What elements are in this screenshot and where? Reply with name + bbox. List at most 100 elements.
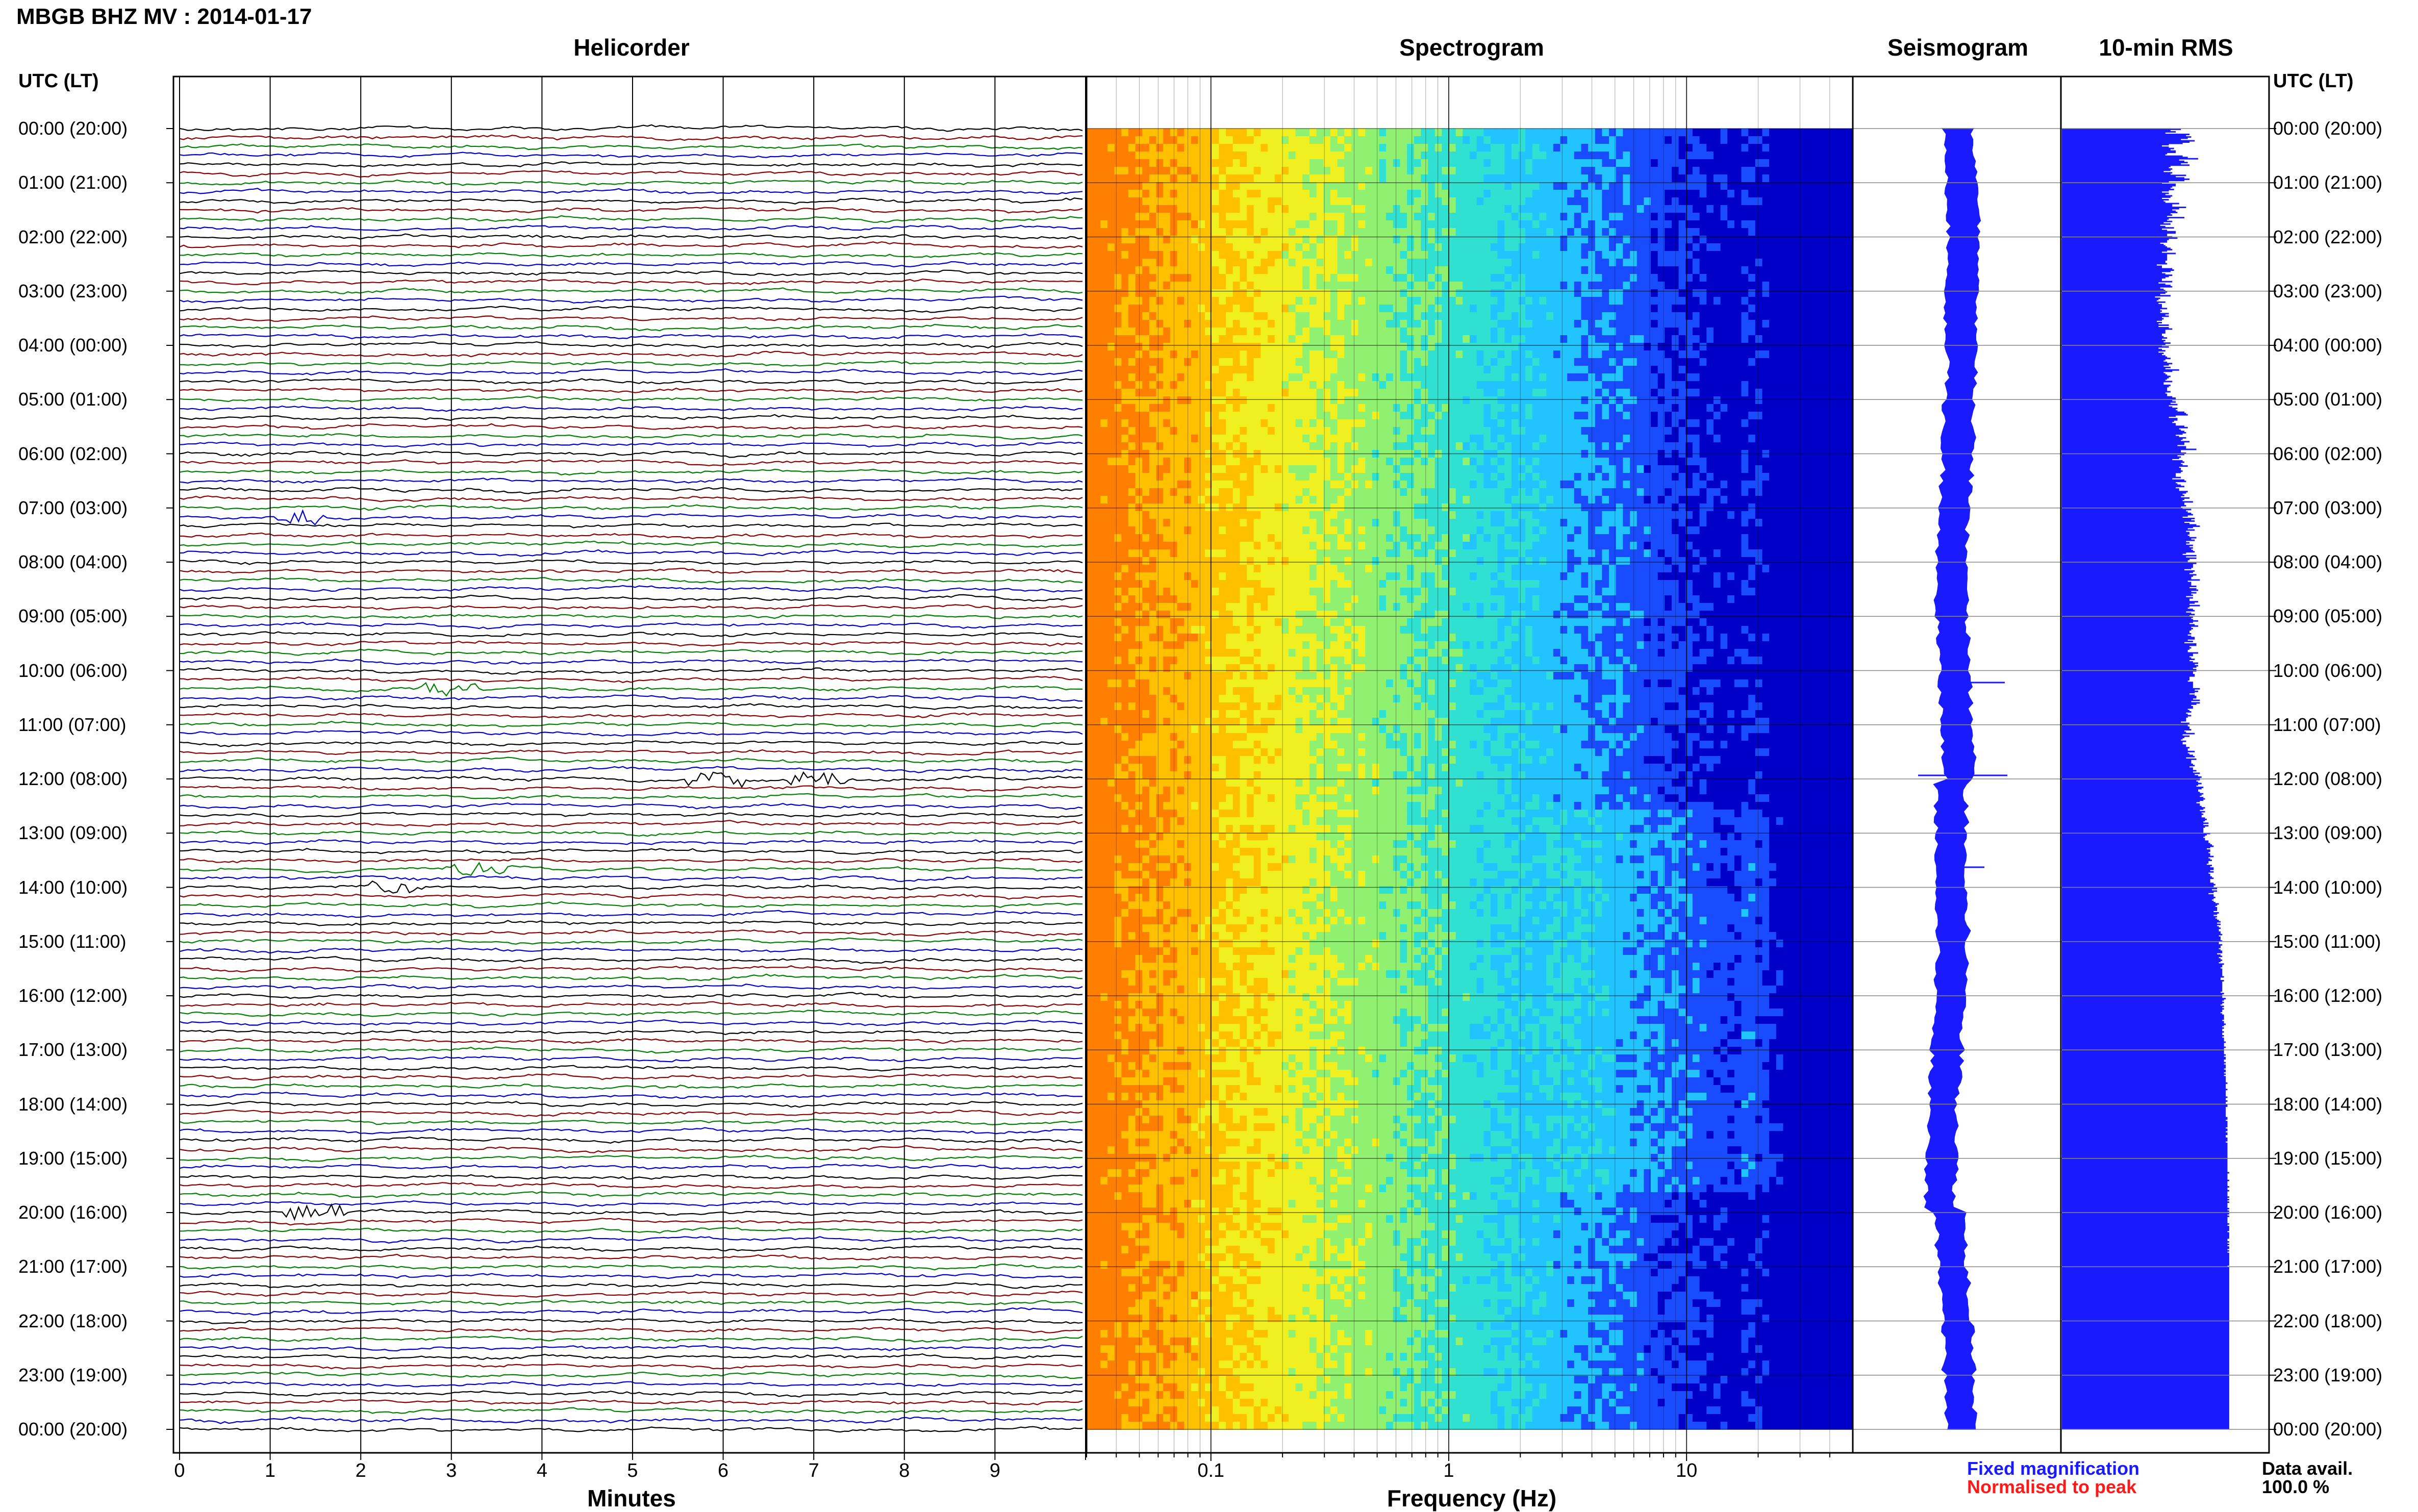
rms-bar: [2062, 525, 2200, 527]
rms-bar: [2062, 150, 2176, 152]
rms-bar: [2062, 1399, 2229, 1400]
rms-bar: [2062, 1226, 2229, 1227]
rms-bar: [2062, 402, 2171, 404]
rms-bar: [2062, 357, 2167, 358]
rms-bar: [2062, 314, 2165, 316]
rms-bar: [2062, 1299, 2229, 1300]
rms-bar: [2062, 1208, 2229, 1209]
rms-bar: [2062, 652, 2198, 654]
rms-bar: [2062, 415, 2176, 417]
helicorder-trace: [180, 415, 1082, 420]
rms-bar: [2062, 692, 2195, 693]
helicorder-trace: [180, 324, 1082, 331]
rms-bar: [2062, 1368, 2229, 1370]
rms-bar: [2062, 742, 2183, 743]
rms-bar: [2062, 207, 2186, 208]
rms-bar: [2062, 1122, 2228, 1124]
rms-bar: [2062, 915, 2213, 916]
rms-bar: [2062, 899, 2212, 901]
rms-bar: [2062, 1105, 2228, 1107]
helicorder-trace: [180, 1319, 1082, 1324]
rms-bar: [2062, 392, 2165, 394]
rms-bar: [2062, 528, 2188, 530]
rms-bar: [2062, 927, 2221, 929]
rms-bar: [2062, 993, 2224, 994]
rms-bar: [2062, 1036, 2222, 1038]
rms-bar: [2062, 837, 2203, 838]
rms-bar: [2062, 1131, 2226, 1132]
rms-bar: [2062, 798, 2205, 800]
rms-bar: [2062, 423, 2176, 424]
helicorder-trace: [180, 478, 1082, 483]
rms-bar: [2062, 953, 2217, 954]
rms-bar: [2062, 600, 2189, 601]
rms-bar: [2062, 237, 2178, 239]
rms-bar: [2062, 998, 2226, 999]
rms-bar: [2062, 786, 2197, 787]
rms-bar: [2062, 1065, 2226, 1066]
rms-bar: [2062, 1155, 2228, 1157]
rms-bar: [2062, 457, 2181, 458]
helicorder-trace: [180, 568, 1082, 573]
rms-bar: [2062, 655, 2193, 657]
rms-bar: [2062, 324, 2169, 326]
rms-bar: [2062, 583, 2192, 585]
rms-bar: [2062, 987, 2222, 988]
helicorder-trace: [180, 586, 1082, 592]
rms-bar: [2062, 1173, 2228, 1175]
rms-bar: [2062, 551, 2195, 552]
rms-bar: [2062, 1235, 2229, 1237]
rms-bar: [2062, 148, 2174, 149]
rms-bar: [2062, 378, 2167, 380]
helicorder-trace: [180, 342, 1082, 348]
rms-bar: [2062, 1392, 2229, 1394]
rms-bar: [2062, 766, 2189, 768]
rms-bar: [2062, 874, 2210, 875]
rms-bar: [2062, 179, 2189, 180]
rms-bar: [2062, 1224, 2228, 1226]
rms-bar: [2062, 570, 2195, 572]
helicorder-trace: [180, 296, 1082, 303]
rms-bar: [2062, 1249, 2228, 1250]
rms-bar: [2062, 877, 2213, 879]
rms-bar: [2062, 491, 2188, 492]
rms-bar: [2062, 637, 2195, 638]
rms-bar: [2062, 267, 2162, 268]
rms-bar: [2062, 431, 2184, 432]
rms-bar: [2062, 218, 2169, 220]
rms-bar: [2062, 801, 2200, 802]
rms-bar: [2062, 195, 2172, 197]
rms-bar: [2062, 1405, 2229, 1406]
helicorder-trace: [180, 1146, 1082, 1153]
rms-bar: [2062, 239, 2169, 240]
rms-bar: [2062, 1383, 2229, 1385]
rms-bar: [2062, 162, 2188, 163]
rms-bar: [2062, 485, 2181, 486]
rms-bar: [2062, 167, 2169, 168]
rms-bar: [2062, 365, 2163, 367]
rms-bar: [2062, 696, 2197, 697]
rms-bar: [2062, 157, 2188, 158]
rms-bar: [2062, 1108, 2226, 1110]
rms-bar: [2062, 1011, 2222, 1012]
helicorder-trace: [180, 930, 1082, 936]
rms-bar: [2062, 1125, 2228, 1126]
rms-bar: [2062, 139, 2181, 140]
helicorder-trace: [180, 876, 1082, 881]
rms-bar: [2062, 883, 2213, 884]
rms-bar: [2062, 1214, 2228, 1216]
rms-bar: [2062, 1386, 2229, 1388]
rms-bar: [2062, 738, 2183, 740]
rms-bar: [2062, 925, 2217, 926]
rms-bar: [2062, 611, 2186, 613]
helicorder-trace: [180, 1029, 1082, 1035]
rms-bar: [2062, 1016, 2224, 1017]
helicorder-trace: [180, 1204, 1082, 1219]
helicorder-trace: [180, 840, 1082, 844]
rms-bar: [2062, 1378, 2229, 1380]
helicorder-trace: [180, 180, 1082, 185]
rms-bar: [2062, 639, 2188, 641]
rms-bar: [2062, 1076, 2226, 1077]
helicorder-trace: [180, 434, 1082, 439]
helicorder-trace: [180, 487, 1082, 493]
